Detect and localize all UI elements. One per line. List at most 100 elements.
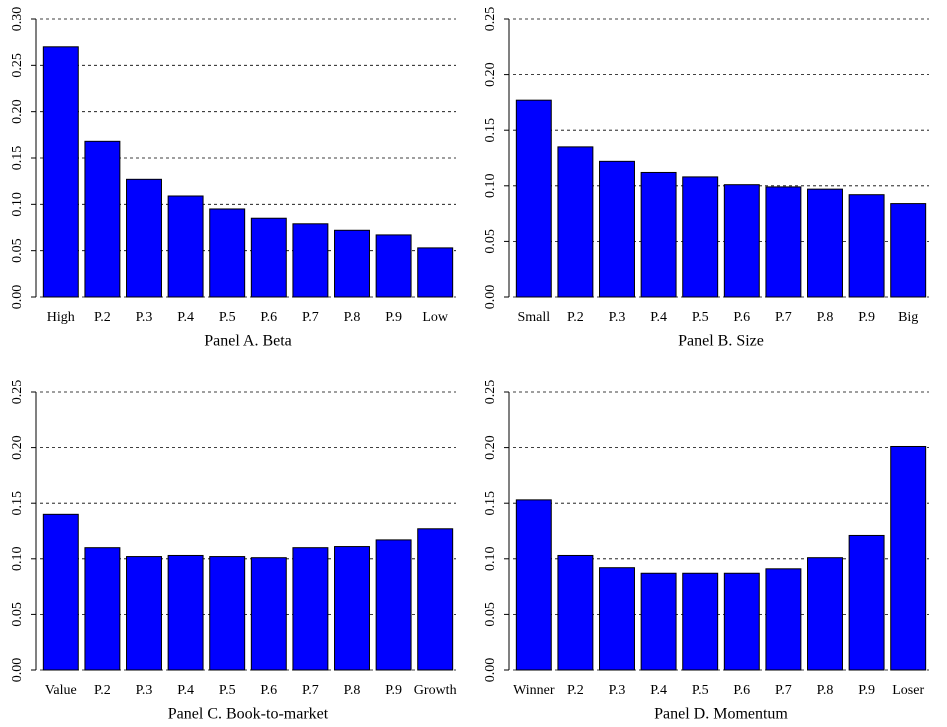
panel-caption: Panel B. Size — [678, 333, 764, 350]
x-tick-label: P.5 — [692, 310, 709, 325]
x-tick-label: P.8 — [344, 683, 361, 698]
y-tick-label: 0.00 — [10, 285, 25, 310]
bar — [848, 534, 885, 671]
y-tick-label: 0.10 — [483, 547, 498, 572]
x-tick-label: P.2 — [94, 683, 111, 698]
y-tick-label: 0.25 — [483, 7, 498, 32]
x-tick-label: High — [47, 310, 75, 325]
x-tick-label: P.7 — [775, 683, 792, 698]
bar — [126, 178, 162, 298]
bar — [515, 499, 552, 671]
bar — [599, 567, 635, 671]
x-tick-label: P.3 — [136, 310, 153, 325]
bar — [417, 247, 454, 298]
x-tick-label: P.7 — [775, 310, 792, 325]
x-tick-label: P.2 — [567, 683, 584, 698]
bar — [765, 568, 802, 671]
x-tick-label: Low — [422, 310, 449, 325]
x-tick-label: P.5 — [692, 683, 709, 698]
x-tick-label: P.9 — [858, 310, 875, 325]
bar — [599, 160, 635, 298]
bar — [807, 557, 843, 671]
bar — [84, 140, 121, 298]
x-tick-label: P.7 — [302, 683, 319, 698]
x-tick-label: P.5 — [219, 683, 236, 698]
bar — [682, 572, 719, 671]
x-tick-label: P.4 — [177, 683, 194, 698]
bar — [682, 176, 719, 298]
bar — [890, 445, 927, 671]
bar — [334, 546, 370, 671]
x-tick-label: P.3 — [136, 683, 153, 698]
x-tick-label: Small — [517, 310, 550, 325]
bar — [42, 513, 79, 671]
x-tick-label: P.6 — [260, 310, 277, 325]
bar — [42, 46, 79, 298]
bar — [84, 547, 121, 671]
y-tick-label: 0.05 — [483, 602, 498, 627]
y-tick-label: 0.20 — [483, 62, 498, 87]
y-tick-label: 0.15 — [10, 146, 25, 171]
bar — [723, 184, 760, 298]
y-tick-label: 0.30 — [10, 7, 25, 32]
bar — [417, 528, 454, 671]
y-tick-label: 0.15 — [483, 491, 498, 516]
y-tick-label: 0.25 — [10, 380, 25, 405]
y-tick-label: 0.10 — [483, 174, 498, 199]
x-tick-label: P.4 — [177, 310, 194, 325]
bar — [807, 188, 843, 298]
bar — [375, 234, 412, 298]
y-tick-label: 0.10 — [10, 192, 25, 217]
bar — [640, 572, 677, 671]
bar — [334, 229, 370, 298]
y-tick-label: 0.15 — [10, 491, 25, 516]
y-tick-label: 0.20 — [10, 435, 25, 460]
bar — [375, 539, 412, 671]
x-tick-label: Big — [898, 310, 918, 325]
x-tick-label: Value — [45, 683, 77, 698]
bar — [167, 195, 204, 298]
x-tick-label: P.2 — [94, 310, 111, 325]
x-tick-label: Growth — [414, 683, 457, 698]
bar — [167, 554, 204, 671]
y-tick-label: 0.20 — [10, 99, 25, 124]
x-tick-label: Loser — [892, 683, 924, 698]
bar — [557, 146, 594, 298]
x-tick-label: P.6 — [733, 683, 750, 698]
x-tick-label: P.8 — [344, 310, 361, 325]
x-tick-label: Winner — [513, 683, 555, 698]
bar — [557, 554, 594, 671]
x-tick-label: P.5 — [219, 310, 236, 325]
bar — [209, 208, 246, 298]
bar — [292, 547, 329, 671]
x-tick-label: P.8 — [817, 683, 834, 698]
x-tick-label: P.3 — [609, 683, 626, 698]
x-tick-label: P.4 — [650, 310, 667, 325]
panel-caption: Panel D. Momentum — [654, 706, 788, 723]
panel-caption: Panel A. Beta — [204, 333, 292, 350]
x-tick-label: P.9 — [385, 310, 402, 325]
x-tick-label: P.3 — [609, 310, 626, 325]
y-tick-label: 0.00 — [483, 285, 498, 310]
y-tick-label: 0.05 — [10, 602, 25, 627]
y-tick-label: 0.10 — [10, 547, 25, 572]
bar — [515, 99, 552, 298]
bar — [640, 171, 677, 298]
x-tick-label: P.8 — [817, 310, 834, 325]
y-tick-label: 0.15 — [483, 118, 498, 143]
y-tick-label: 0.25 — [483, 380, 498, 405]
y-tick-label: 0.00 — [10, 658, 25, 683]
x-tick-label: P.7 — [302, 310, 319, 325]
y-tick-label: 0.05 — [483, 229, 498, 254]
x-tick-label: P.4 — [650, 683, 667, 698]
x-tick-label: P.2 — [567, 310, 584, 325]
x-tick-label: P.6 — [733, 310, 750, 325]
bar — [250, 557, 287, 671]
bar — [765, 186, 802, 298]
bar — [292, 223, 329, 298]
x-tick-label: P.9 — [858, 683, 875, 698]
y-tick-label: 0.20 — [483, 435, 498, 460]
bar — [250, 217, 287, 298]
